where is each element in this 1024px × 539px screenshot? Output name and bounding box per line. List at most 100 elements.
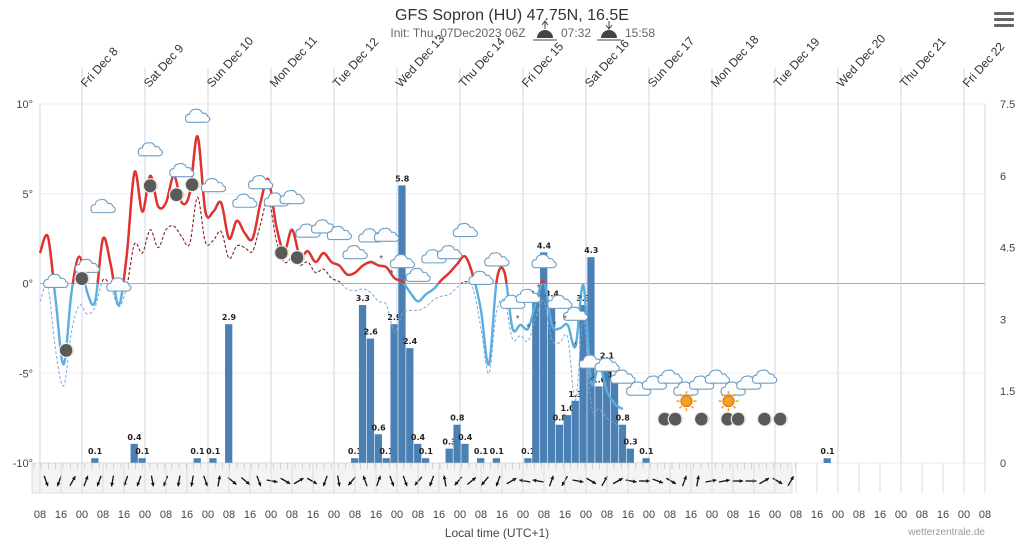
- cloud-icon: [484, 252, 510, 267]
- wind-arrow-head: [337, 482, 341, 487]
- x-tick-label: 00: [706, 509, 718, 521]
- x-tick-label: 08: [475, 509, 487, 521]
- precip-bar: [603, 362, 611, 463]
- precip-bar: [571, 400, 579, 463]
- day-label: Thu Dec 14: [456, 34, 508, 90]
- wind-arrow: [136, 475, 142, 487]
- cloud-icon: [704, 369, 731, 384]
- snow-icon: *: [579, 294, 583, 305]
- x-tick-label: 00: [769, 509, 781, 521]
- wind-arrow-head: [454, 481, 459, 486]
- wind-arrow: [705, 478, 717, 483]
- right-tick-label: 1.5: [1000, 386, 1015, 398]
- precip-bar: [492, 458, 501, 463]
- wind-arrow-head: [429, 482, 433, 487]
- precip-bar: [642, 458, 650, 463]
- wind-arrow: [495, 475, 501, 487]
- x-tick-label: 16: [559, 509, 571, 521]
- snow-icon: *: [589, 376, 593, 387]
- x-tick-label: 08: [160, 509, 172, 521]
- wind-arrow: [519, 478, 531, 483]
- right-tick-label: 4.5: [1000, 243, 1015, 255]
- precip-bar: [130, 443, 138, 463]
- precip-bar-label: 0.1: [419, 447, 434, 456]
- wind-arrow-head: [442, 475, 447, 480]
- cloud-icon: [90, 198, 116, 214]
- x-tick-label: 00: [139, 509, 151, 521]
- wind-arrow: [256, 475, 262, 487]
- wind-arrow: [150, 475, 155, 487]
- precip-bar-label: 0.1: [490, 447, 505, 456]
- precip-bar-label: 1.6: [592, 375, 607, 384]
- sunrise-icon: [533, 20, 557, 41]
- wind-arrow-head: [683, 475, 687, 480]
- wind-arrow: [759, 477, 770, 485]
- x-tick-label: 08: [853, 509, 865, 521]
- precip-bar-label: 0.3: [624, 438, 638, 447]
- wind-arrow: [176, 475, 181, 487]
- x-tick-label: 16: [370, 509, 382, 521]
- precip-bar: [579, 305, 587, 463]
- precip-bar-label: 0.1: [521, 447, 536, 456]
- cloud-icon: [232, 193, 258, 208]
- wind-arrow-head: [471, 477, 476, 482]
- precip-bar-label: 2.9: [387, 313, 402, 322]
- x-tick-label: 00: [580, 509, 592, 521]
- right-tick-label: 3: [1000, 314, 1006, 326]
- wind-arrow: [389, 475, 395, 487]
- menu-icon[interactable]: [994, 12, 1014, 28]
- x-tick-label: 08: [223, 509, 235, 521]
- left-tick-label: 10°: [16, 99, 33, 111]
- wind-arrow-head: [532, 478, 537, 483]
- cloud-icon: [657, 369, 683, 384]
- wind-arrow: [612, 477, 623, 485]
- precip-bar-label: 0.1: [348, 447, 363, 456]
- wind-arrow: [466, 476, 477, 486]
- precip-bar-label: 0.1: [190, 447, 205, 456]
- precip-bar-label: 0.4: [411, 433, 426, 442]
- moon-icon: [58, 342, 75, 358]
- wind-arrow: [548, 475, 554, 487]
- precip-bar-label: 3.4: [545, 289, 560, 298]
- x-tick-label: 16: [433, 509, 445, 521]
- precip-bar-label: 0.8: [450, 414, 465, 423]
- wind-arrow-head: [322, 482, 327, 487]
- cloud-icon: [452, 222, 479, 238]
- wind-arrow: [43, 475, 49, 487]
- precip-bar-label: 0.8: [616, 414, 631, 423]
- left-tick-label: 5°: [22, 189, 33, 201]
- wind-arrow-head: [739, 479, 744, 483]
- x-tick-label: 00: [391, 509, 403, 521]
- cloud-icon: [200, 177, 227, 193]
- precip-bar-label: 0.4: [458, 433, 473, 442]
- wind-arrow-head: [561, 481, 566, 486]
- precip-bar: [524, 458, 532, 463]
- credit: wetterzentrale.de: [907, 527, 985, 538]
- snow-icon: *: [537, 283, 541, 294]
- wind-arrow: [442, 475, 447, 487]
- wind-arrow: [69, 475, 76, 487]
- wind-arrow-head: [725, 478, 730, 483]
- cloud-icon: [43, 273, 69, 289]
- precip-bar: [477, 458, 485, 463]
- x-tick-label: 16: [874, 509, 886, 521]
- left-tick-label: -5°: [19, 368, 33, 380]
- precip-bar-label: 5.8: [395, 174, 410, 183]
- x-tick-label: 16: [307, 509, 319, 521]
- precip-bar-label: 0.6: [372, 423, 387, 432]
- wind-arrow: [429, 475, 435, 487]
- wind-arrow: [362, 475, 368, 487]
- precip-bar: [351, 458, 359, 463]
- grid: [39, 68, 986, 464]
- wind-arrow-head: [512, 478, 517, 482]
- wind-arrow-head: [110, 482, 115, 487]
- precip-bar: [453, 424, 461, 463]
- wind-arrow-head: [257, 482, 262, 487]
- right-tick-label: 7.5: [1000, 99, 1015, 111]
- precip-bar: [358, 305, 367, 463]
- wind-arrow-head: [176, 482, 181, 487]
- cloud-icon: [74, 258, 101, 274]
- sun-icon: [717, 390, 740, 412]
- x-tick-label: 08: [916, 509, 928, 521]
